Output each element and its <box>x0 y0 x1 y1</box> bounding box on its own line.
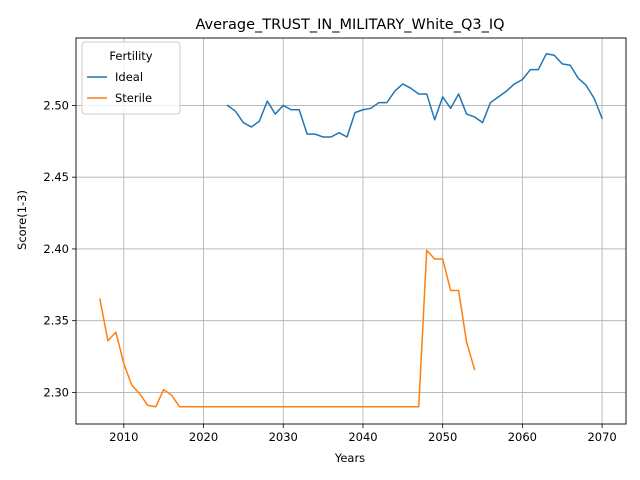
plot-frame <box>75 37 627 425</box>
legend-entries: Ideal Sterile <box>87 70 152 105</box>
series-line-ideal <box>226 53 604 138</box>
legend-label-ideal: Ideal <box>115 70 143 84</box>
y-tick-label: 2.40 <box>43 242 69 256</box>
y-axis-ticks: 2.30 2.35 2.40 2.45 2.50 <box>43 98 76 399</box>
x-tick-label: 2040 <box>348 430 377 444</box>
y-tick-label: 2.45 <box>43 170 69 184</box>
series-line-sterile <box>99 249 476 408</box>
legend: Fertility Ideal Sterile <box>81 41 181 115</box>
y-axis-label: Score(1-3) <box>15 190 29 250</box>
x-tick-label: 2030 <box>269 430 298 444</box>
legend-box <box>81 41 181 115</box>
x-tick-label: 2020 <box>189 430 218 444</box>
x-tick-label: 2010 <box>109 430 138 444</box>
chart-title: Average_TRUST_IN_MILITARY_White_Q3_IQ <box>195 17 504 33</box>
legend-label-sterile: Sterile <box>115 91 152 105</box>
x-tick-label: 2050 <box>428 430 457 444</box>
x-axis-ticks: 2010 2020 2030 2040 2050 2060 2070 <box>109 424 617 444</box>
x-axis-label: Years <box>334 451 365 465</box>
y-tick-label: 2.35 <box>43 314 69 328</box>
y-tick-label: 2.30 <box>43 385 69 399</box>
y-tick-label: 2.50 <box>43 98 69 112</box>
series-layer <box>99 53 604 408</box>
legend-title: Fertility <box>109 49 152 63</box>
x-tick-label: 2070 <box>587 430 616 444</box>
x-tick-label: 2060 <box>508 430 537 444</box>
